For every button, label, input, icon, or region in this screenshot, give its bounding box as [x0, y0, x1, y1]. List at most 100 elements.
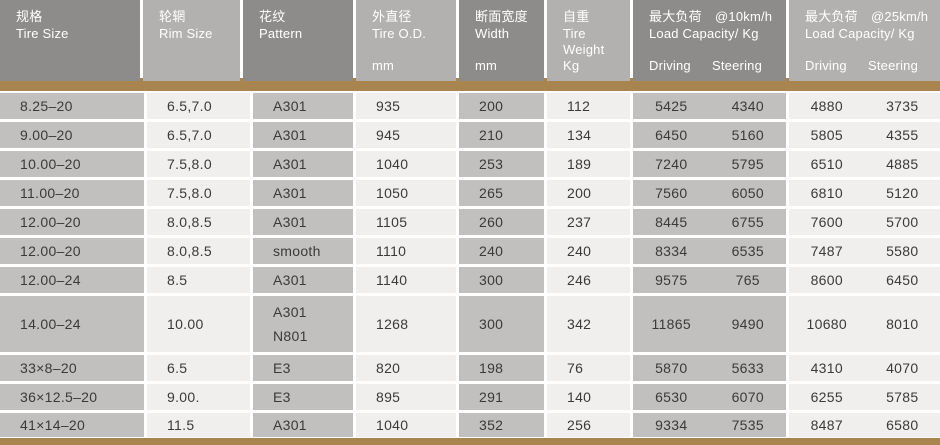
- cell-tire-size: 12.00–24: [0, 267, 144, 293]
- driving-value: 5425: [633, 98, 710, 114]
- cell-rim-size: 11.5: [147, 413, 250, 437]
- cell-rim-size: 8.5: [147, 267, 250, 293]
- pattern-line: A301: [273, 98, 307, 114]
- cell-tire-size: 14.00–24: [0, 296, 144, 352]
- cell-rim-size: 6.5,7.0: [147, 122, 250, 148]
- cell-tire-size: 8.25–20: [0, 93, 144, 119]
- pattern-line: A301: [273, 417, 307, 433]
- header-label-zh: 最大负荷 @10km/h: [649, 9, 782, 25]
- cell-tire-od: 945: [356, 122, 456, 148]
- driving-value: 9575: [633, 272, 710, 288]
- header-label-zh: 轮辋: [159, 9, 236, 25]
- cell-rim-size: 8.0,8.5: [147, 209, 250, 235]
- pattern-line: E3: [273, 389, 291, 405]
- header-steering-label: Steering: [712, 58, 762, 74]
- driving-value: 7487: [789, 243, 865, 259]
- header-label-en: Width: [475, 26, 540, 42]
- driving-value: 8445: [633, 214, 710, 230]
- cell-pattern: A301: [253, 180, 353, 206]
- driving-value: 7560: [633, 185, 710, 201]
- steering-value: 6755: [710, 214, 787, 230]
- cell-width: 260: [459, 209, 544, 235]
- header-label-en: Rim Size: [159, 26, 236, 42]
- cell-tire-size: 33×8–20: [0, 355, 144, 381]
- pattern-line: A301: [273, 214, 307, 230]
- driving-value: 6450: [633, 127, 710, 143]
- pattern-line: smooth: [273, 243, 321, 259]
- header-label-en: Load Capacity/ Kg: [805, 26, 936, 42]
- driving-value: 7240: [633, 156, 710, 172]
- steering-value: 9490: [710, 316, 787, 332]
- cell-pattern: A301: [253, 209, 353, 235]
- steering-value: 5633: [710, 360, 787, 376]
- driving-value: 9334: [633, 417, 710, 433]
- driving-value: 8600: [789, 272, 865, 288]
- cell-weight: 189: [547, 151, 630, 177]
- cell-tire-size: 12.00–20: [0, 209, 144, 235]
- cell-rim-size: 7.5,8.0: [147, 151, 250, 177]
- pattern-line: A301: [273, 185, 307, 201]
- cell-pattern: A301: [253, 93, 353, 119]
- cell-weight: 246: [547, 267, 630, 293]
- cell-width: 253: [459, 151, 544, 177]
- cell-tire-od: 935: [356, 93, 456, 119]
- header-driving-label: Driving: [805, 58, 868, 74]
- header-label-zh: 外直径: [372, 9, 452, 25]
- cell-weight: 240: [547, 238, 630, 264]
- header-steering-label: Steering: [868, 58, 918, 74]
- cell-pattern: A301: [253, 151, 353, 177]
- cell-width: 300: [459, 267, 544, 293]
- cell-width: 291: [459, 384, 544, 410]
- cell-tire-od: 1110: [356, 238, 456, 264]
- driving-value: 6810: [789, 185, 865, 201]
- cell-weight: 134: [547, 122, 630, 148]
- driving-value: 11865: [633, 316, 710, 332]
- header-unit-label: mm: [475, 58, 540, 74]
- steering-value: 6070: [710, 389, 787, 405]
- cell-weight: 256: [547, 413, 630, 437]
- cell-pattern: A301: [253, 267, 353, 293]
- header-label-en: Pattern: [259, 26, 349, 42]
- cell-rim-size: 6.5: [147, 355, 250, 381]
- cell-weight: 342: [547, 296, 630, 352]
- cell-pattern: A301: [253, 413, 353, 437]
- header-label-en: Tire O.D.: [372, 26, 452, 42]
- steering-value: 5160: [710, 127, 787, 143]
- steering-value: 6535: [710, 243, 787, 259]
- steering-value: 5120: [865, 185, 940, 201]
- header-label-zh: 规格: [16, 9, 136, 25]
- header-label-en: Load Capacity/ Kg: [649, 26, 782, 42]
- steering-value: 7535: [710, 417, 787, 433]
- driving-value: 10680: [789, 316, 865, 332]
- steering-value: 4355: [865, 127, 940, 143]
- steering-value: 765: [710, 272, 787, 288]
- cell-weight: 237: [547, 209, 630, 235]
- cell-pattern: smooth: [253, 238, 353, 264]
- cell-tire-od: 820: [356, 355, 456, 381]
- cell-width: 200: [459, 93, 544, 119]
